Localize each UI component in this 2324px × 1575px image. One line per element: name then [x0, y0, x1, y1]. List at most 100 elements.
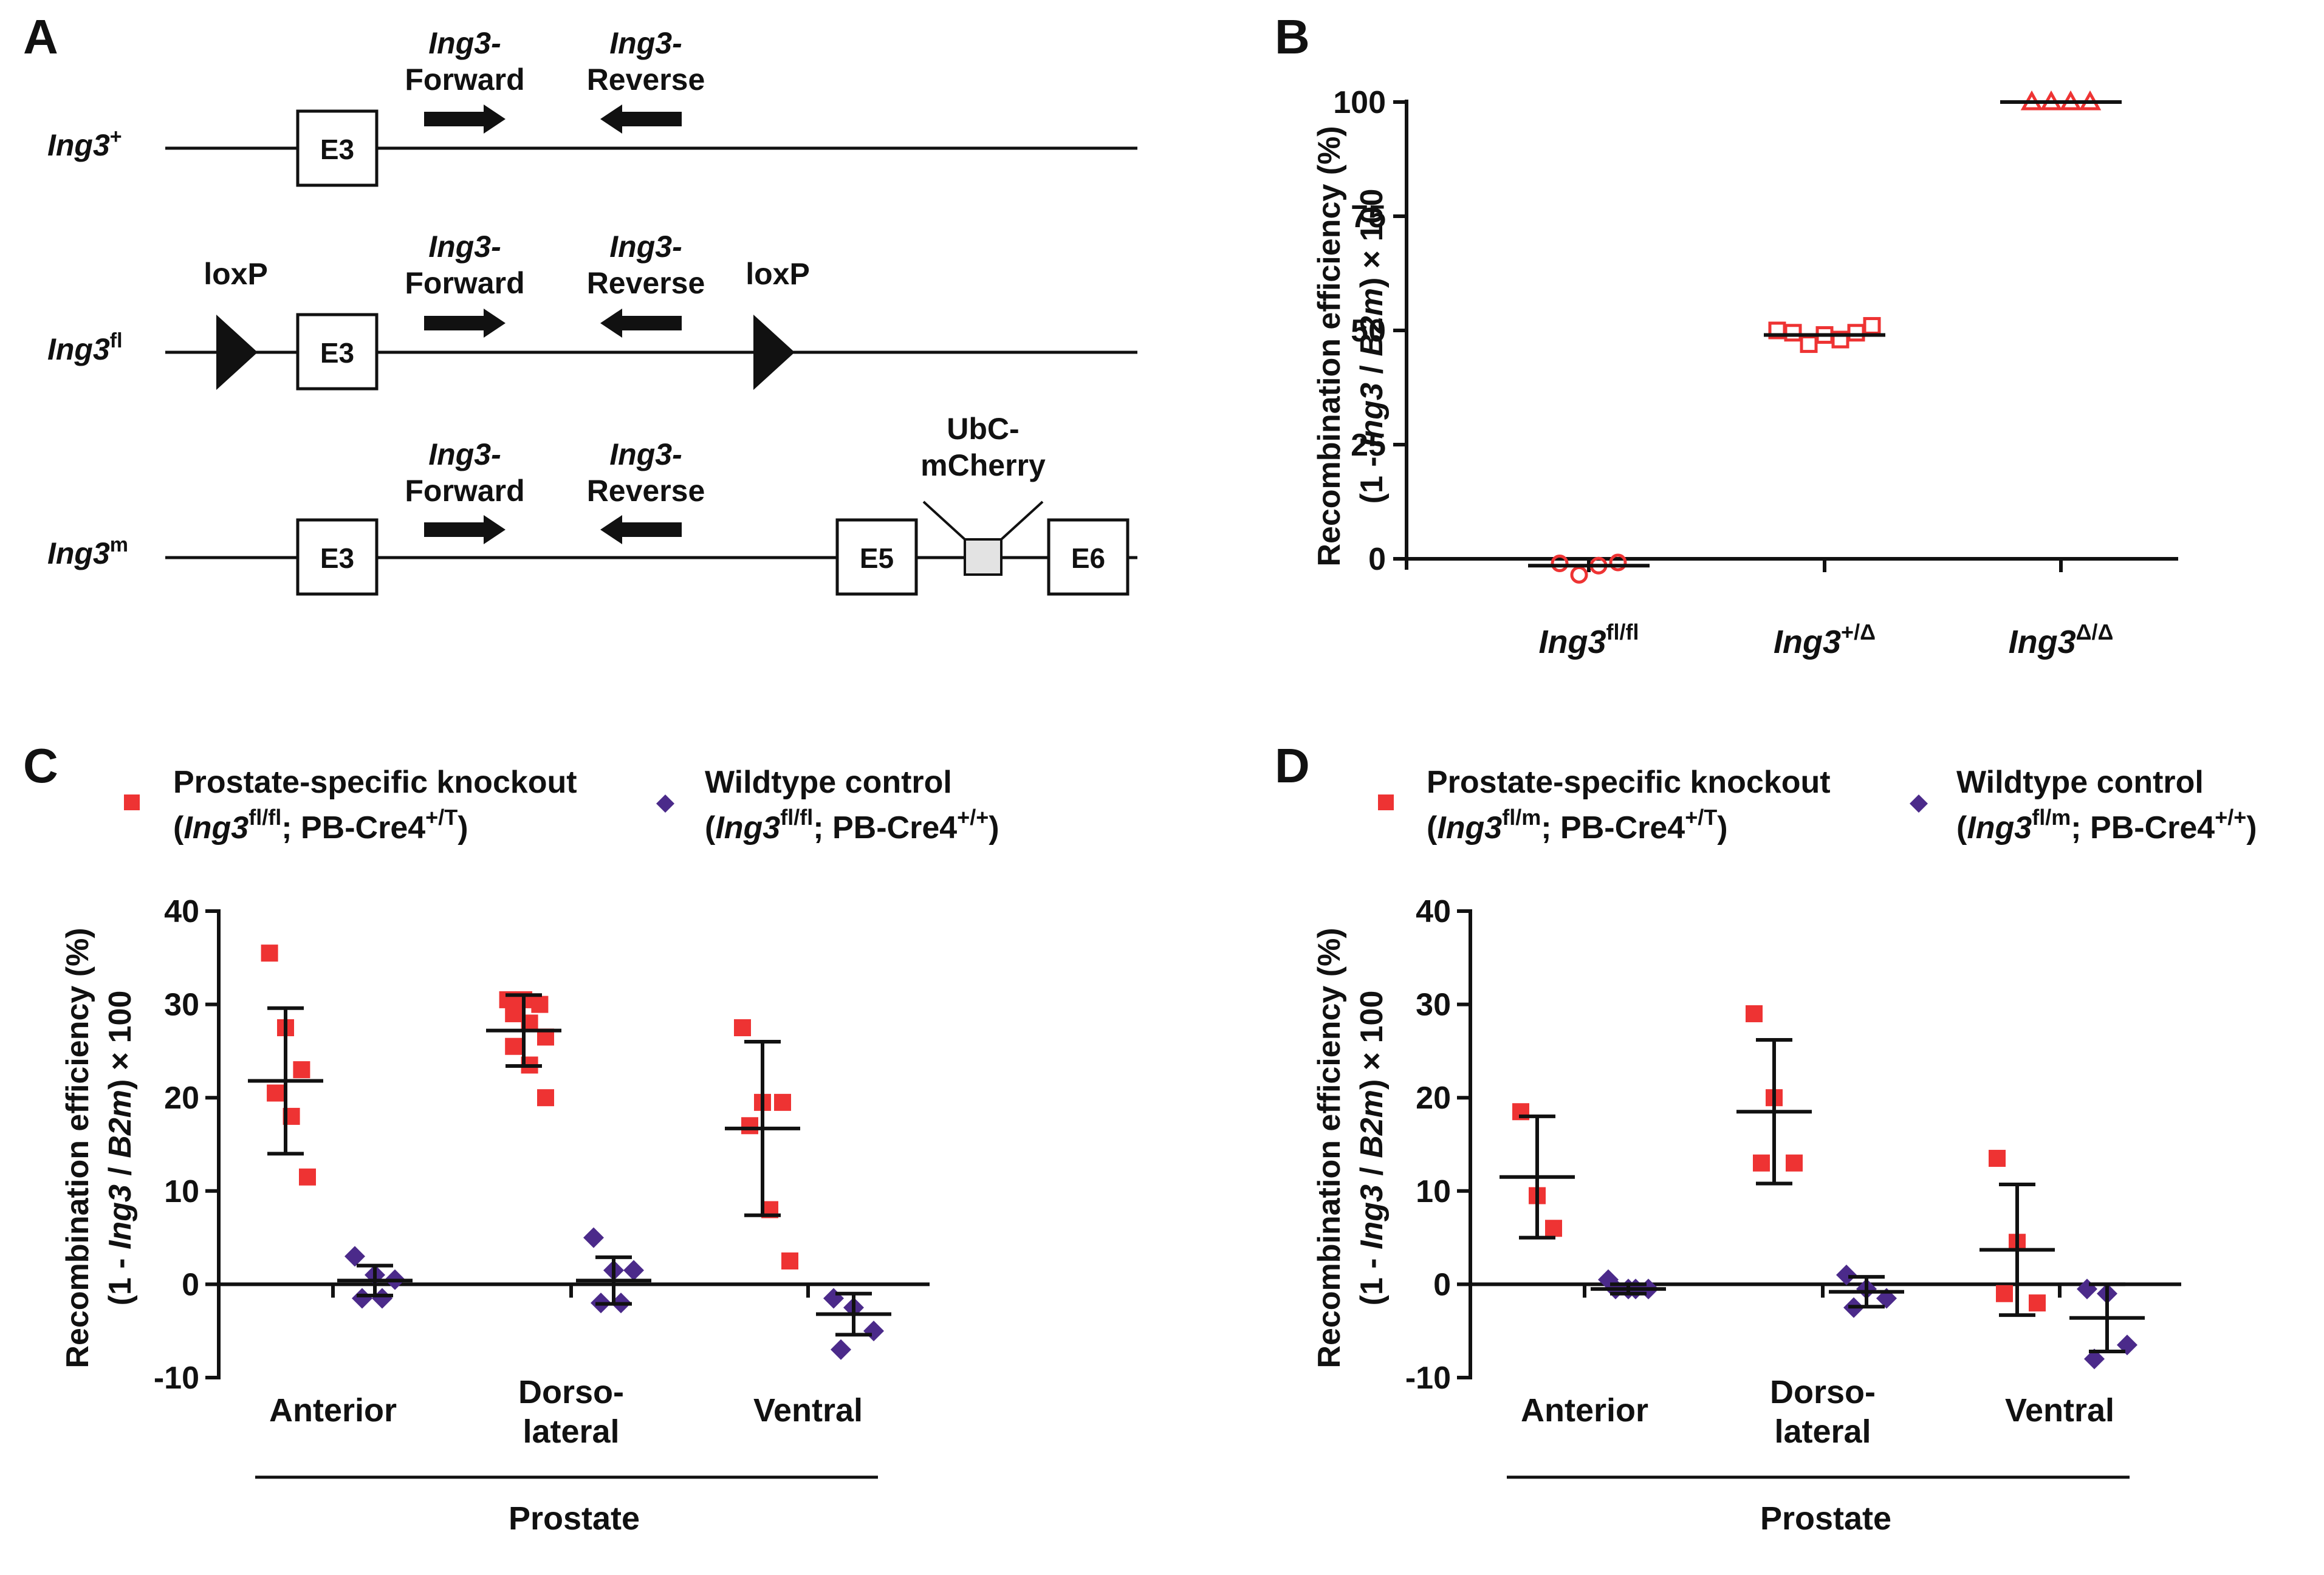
exon-label-e3: E3 [320, 337, 354, 369]
data-point [1746, 1005, 1763, 1022]
insert-label-line1: UbC- [947, 412, 1019, 446]
group-label-prostate: Prostate [1760, 1500, 1891, 1537]
y-axis-title-line1: Recombination efficiency (%) [1312, 928, 1347, 1368]
insert-bracket-right [1000, 501, 1044, 541]
marks [248, 945, 891, 1360]
primer-reverse-word: Reverse [587, 266, 705, 300]
allele-row-wildtype: Ing3+ E3 Ing3- Forward Ing3- Reverse [47, 26, 1137, 187]
exon-box-e3 [296, 313, 379, 391]
primer-forward-name: Ing3- [428, 230, 501, 264]
data-point [2029, 1294, 2046, 1312]
data-point [293, 1061, 310, 1079]
loxp-label-left: loxP [204, 257, 268, 291]
insert-label-line2: mCherry [920, 448, 1046, 482]
y-axis-title: Recombination efficiency (%) (1 - Ing3 /… [1312, 928, 1390, 1368]
axes: 0 25 50 75 100 [1333, 85, 2178, 577]
y-tick-label: 30 [1416, 988, 1451, 1023]
data-point [741, 1117, 758, 1135]
y-tick-label: 0 [182, 1267, 199, 1302]
data-point [1996, 1285, 2013, 1302]
arrow-left-icon [600, 515, 682, 544]
legend-swatch-knockout [124, 794, 140, 810]
allele-label-floxed: Ing3fl [47, 329, 123, 366]
primer-forward-word: Forward [405, 63, 524, 97]
legend-swatch-knockout [1378, 794, 1394, 810]
y-axis-title-line2: (1 - Ing3 / B2m) × 100 [1354, 189, 1390, 504]
primer-forward-name: Ing3- [428, 437, 501, 471]
exon-box-e6 [1047, 518, 1129, 596]
data-point [344, 1246, 365, 1267]
exon-box-e3 [296, 109, 379, 187]
legend-genotype-knockout: (Ing3fl/fl; PB-Cre4+/T) [173, 805, 468, 846]
x-tick-label-het: Ing3+/Δ [1774, 620, 1876, 660]
data-point [1609, 553, 1627, 572]
y-axis-title-line1: Recombination efficiency (%) [60, 928, 95, 1368]
data-point [781, 1252, 798, 1269]
data-point [1545, 1220, 1562, 1237]
y-tick-label: 20 [164, 1081, 199, 1116]
x-tick-label-flfl: Ing3fl/fl [1539, 620, 1639, 660]
group-label-prostate: Prostate [509, 1500, 640, 1537]
y-tick-label: 40 [164, 894, 199, 929]
category-label-anterior: Anterior [1521, 1392, 1648, 1429]
category-label-dorsolateral-1: Dorso- [1770, 1374, 1876, 1410]
y-axis-title: Recombination efficiency (%) (1 - Ing3 /… [1312, 126, 1390, 566]
primer-forward-word: Forward [405, 266, 524, 300]
data-point [823, 1288, 844, 1309]
arrow-right-icon [424, 515, 506, 544]
legend: Prostate-specific knockout (Ing3fl/m; PB… [1378, 765, 2257, 846]
data-point [352, 1288, 372, 1309]
arrow-right-icon [424, 104, 506, 134]
y-tick-label: 100 [1333, 85, 1386, 120]
y-tick-label: 10 [164, 1174, 199, 1209]
primer-reverse-word: Reverse [587, 474, 705, 508]
primer-reverse-name: Ing3- [609, 437, 682, 471]
category-label-dorsolateral-2: lateral [1774, 1413, 1871, 1450]
data-point [2077, 1279, 2097, 1300]
y-axis-title-line1: Recombination efficiency (%) [1312, 126, 1347, 566]
loxp-label-right: loxP [746, 257, 810, 291]
arrow-left-icon [600, 309, 682, 338]
y-tick-label: 0 [1368, 542, 1386, 577]
legend-genotype-wildtype: (Ing3fl/fl; PB-Cre4+/+) [705, 805, 999, 846]
data-point [863, 1320, 884, 1342]
y-tick-label: 25 [1351, 428, 1386, 463]
panel-c-label: C [23, 739, 58, 793]
panel-c-chart: C Prostate-specific knockout (Ing3fl/fl;… [23, 739, 999, 1537]
arrow-right-icon [424, 309, 506, 338]
allele-label-mutant: Ing3m [47, 533, 128, 570]
data-point [505, 1005, 523, 1022]
y-tick-label: 30 [164, 988, 199, 1023]
x-tick-labels: Ing3fl/fl Ing3+/Δ Ing3Δ/Δ [1539, 620, 2114, 660]
legend-label-knockout: Prostate-specific knockout [1427, 765, 1831, 800]
panel-a-gene-diagram: A Ing3+ E3 Ing3- Forward Ing3- Reverse I… [23, 10, 1137, 596]
y-tick-label: -10 [1405, 1361, 1451, 1396]
y-tick-label: 50 [1351, 313, 1386, 349]
data-point [1836, 1265, 1857, 1286]
y-axis-title: Recombination efficiency (%) (1 - Ing3 /… [60, 928, 138, 1368]
loxp-triangle-icon [753, 315, 795, 390]
exon-label-e5: E5 [860, 542, 894, 574]
data-point [1570, 565, 1588, 584]
data-point [537, 1089, 554, 1107]
exon-label-e3: E3 [320, 134, 354, 165]
marks [1528, 90, 2122, 584]
data-point [1786, 1154, 1803, 1172]
allele-row-floxed: Ing3fl loxP E3 Ing3- Forward Ing3- Rever… [47, 230, 1137, 391]
axes: -10 0 10 20 30 40 [1405, 894, 2181, 1396]
data-point [1989, 1150, 2006, 1167]
primer-forward-name: Ing3- [428, 26, 501, 60]
loxp-triangle-icon [216, 315, 258, 390]
x-category-labels: Anterior Dorso- lateral Ventral [1521, 1374, 2114, 1450]
axes: -10 0 10 20 30 40 [154, 894, 930, 1396]
legend-swatch-wildtype [1910, 794, 1928, 813]
y-tick-label: 40 [1416, 894, 1451, 929]
legend: Prostate-specific knockout (Ing3fl/fl; P… [124, 765, 999, 846]
category-label-ventral: Ventral [753, 1392, 863, 1429]
data-point [774, 1093, 791, 1111]
y-tick-label: 0 [1433, 1267, 1451, 1302]
legend-label-wildtype: Wildtype control [705, 765, 952, 800]
y-tick-label: 10 [1416, 1174, 1451, 1209]
exon-box-e3 [296, 518, 379, 596]
